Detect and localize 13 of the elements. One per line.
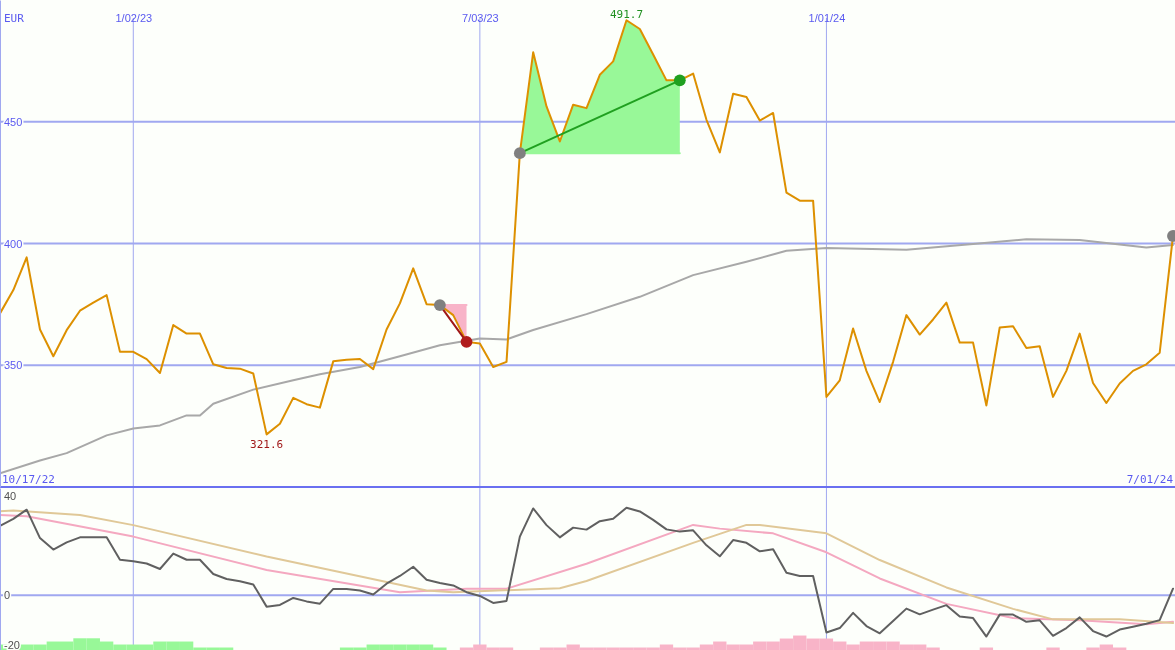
annotation: 491.7 [609, 8, 644, 22]
y-axis-title: EUR [4, 12, 25, 25]
y-tick-label: 400 [4, 237, 23, 250]
annotation: 321.6 [250, 438, 284, 452]
y-tick-label: 450 [4, 115, 23, 128]
annotation: 10/17/22 [2, 473, 55, 486]
annotation: 7/01/24 [1126, 473, 1174, 486]
y-tick-label: 350 [4, 359, 23, 372]
x-tick-label: 1/02/23 [115, 11, 153, 24]
y-tick-label: 40 [4, 489, 17, 502]
x-tick-label: 7/03/23 [462, 11, 499, 24]
x-tick-label: 1/01/24 [808, 11, 846, 24]
y-tick-label: 0 [4, 589, 11, 602]
